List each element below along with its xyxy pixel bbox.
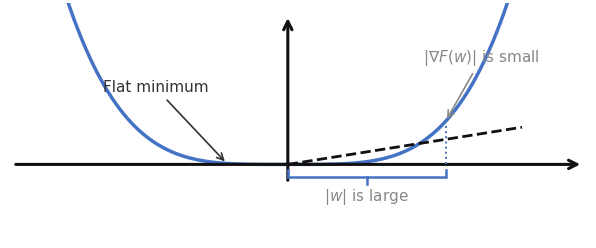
Text: $|w|$ is large: $|w|$ is large bbox=[324, 187, 409, 207]
Text: Flat minimum: Flat minimum bbox=[103, 80, 224, 160]
Text: $|\nabla F(w)|$ is small: $|\nabla F(w)|$ is small bbox=[423, 48, 539, 117]
